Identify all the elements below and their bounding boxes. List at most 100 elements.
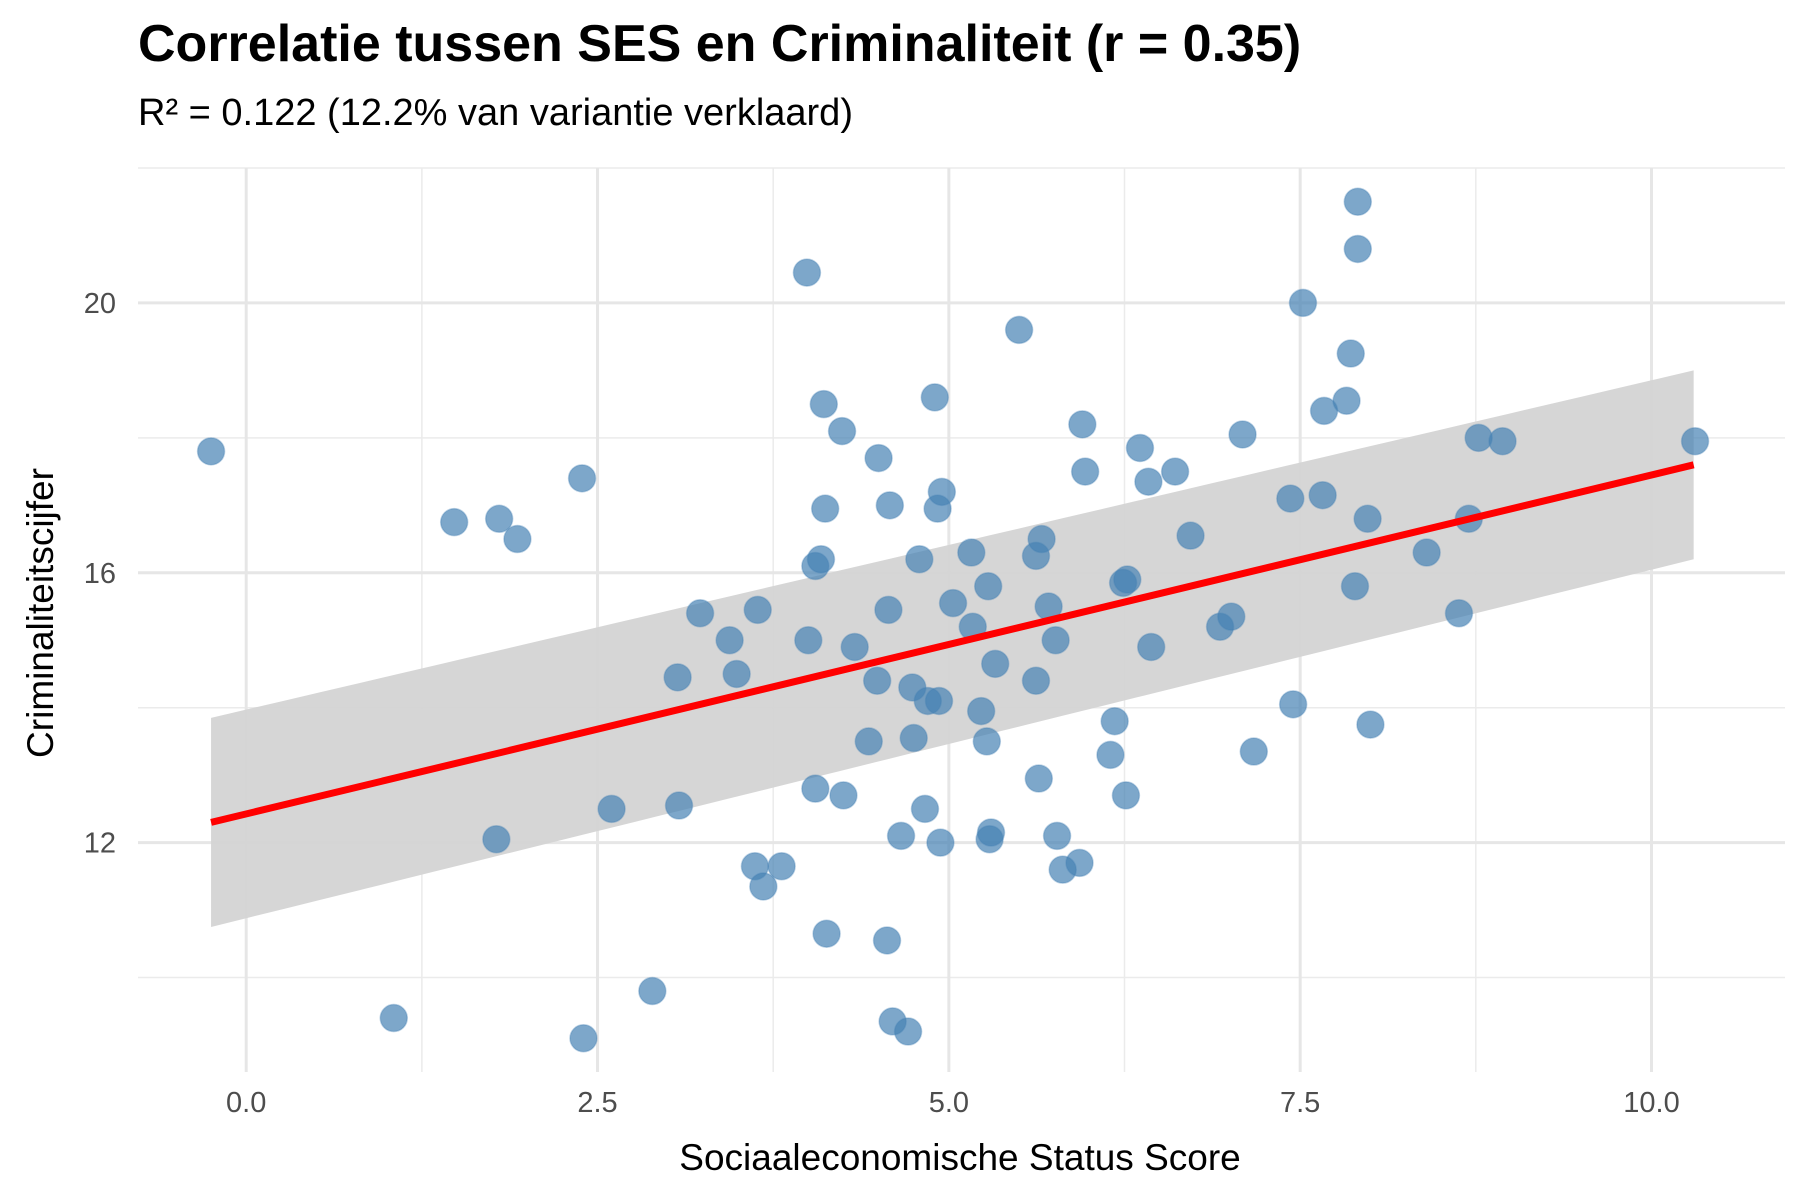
data-point [1412, 538, 1441, 567]
data-point [874, 595, 903, 625]
data-point [1464, 423, 1493, 453]
data-point [1343, 187, 1373, 216]
y-axis-ticks: 12 16 20 [84, 288, 116, 860]
data-point [1680, 426, 1710, 456]
data-point [1353, 504, 1382, 534]
data-point [1336, 339, 1366, 368]
data-point [1027, 524, 1056, 554]
x-tick-label: 5.0 [929, 1087, 969, 1119]
data-point [503, 524, 532, 554]
data-point [439, 507, 469, 537]
y-axis-title: Criminaliteitscijfer [20, 468, 61, 758]
x-tick-label: 2.5 [577, 1087, 617, 1119]
data-point [905, 545, 934, 574]
trend-line-layer [210, 461, 1695, 826]
data-point [1444, 599, 1474, 628]
confidence-band-layer [211, 370, 1694, 927]
y-tick-label: 16 [84, 558, 116, 590]
data-point [1134, 467, 1163, 496]
data-point [1276, 484, 1305, 513]
data-point [886, 821, 916, 851]
data-point [875, 491, 905, 520]
data-point [827, 416, 857, 446]
data-point [484, 504, 514, 534]
data-point [924, 686, 954, 716]
data-point [1160, 457, 1190, 486]
data-point [862, 666, 892, 695]
data-point [569, 1024, 598, 1053]
data-point [1309, 396, 1339, 426]
chart-title: Correlatie tussen SES en Criminaliteit (… [138, 15, 1302, 73]
data-point [1096, 740, 1125, 770]
data-point [1278, 690, 1308, 719]
data-point [957, 538, 986, 567]
data-point [567, 464, 597, 493]
data-point [1125, 433, 1155, 463]
data-point [1288, 288, 1318, 318]
data-point [1111, 781, 1141, 810]
data-point [840, 632, 869, 662]
data-point [1239, 737, 1269, 766]
y-tick-label: 20 [84, 288, 116, 320]
data-point [1308, 480, 1337, 510]
data-point [1136, 632, 1166, 662]
data-point [1488, 426, 1517, 456]
data-point [854, 727, 884, 756]
data-point [1065, 848, 1094, 878]
data-point [1343, 234, 1373, 264]
data-point [196, 437, 226, 466]
data-point [1217, 602, 1246, 631]
data-point [980, 649, 1010, 679]
x-axis-title: Sociaaleconomische Status Score [679, 1137, 1240, 1178]
data-point [812, 919, 841, 948]
trend-line [210, 461, 1695, 826]
data-point [806, 545, 836, 574]
data-point [685, 599, 715, 628]
x-tick-label: 7.5 [1280, 1087, 1320, 1119]
data-point [767, 851, 796, 881]
data-point [966, 696, 996, 726]
data-point [899, 723, 928, 753]
data-point [927, 477, 957, 507]
data-point [864, 443, 893, 473]
y-tick-label: 12 [84, 828, 116, 860]
data-point [794, 625, 823, 655]
data-point [910, 794, 940, 824]
data-point [1021, 666, 1051, 695]
data-point [1356, 710, 1385, 739]
data-point [722, 659, 751, 689]
data-point [1332, 386, 1361, 415]
data-point [1070, 457, 1100, 486]
data-point [663, 663, 692, 692]
x-tick-label: 0.0 [226, 1087, 266, 1119]
data-point [1042, 821, 1072, 851]
data-point [1113, 565, 1142, 594]
data-point [1340, 572, 1370, 601]
data-point [792, 258, 822, 287]
x-tick-label: 10.0 [1623, 1087, 1679, 1119]
data-point [715, 625, 744, 655]
data-point [801, 774, 830, 803]
chart-subtitle: R² = 0.122 (12.2% van variantie verklaar… [138, 92, 853, 134]
x-axis-ticks: 0.0 2.5 5.0 7.5 10.0 [226, 1087, 1680, 1119]
data-point [1004, 315, 1034, 345]
data-point [810, 494, 840, 523]
data-point [920, 383, 950, 412]
data-point [973, 572, 1003, 601]
data-point [664, 791, 694, 820]
data-point [1068, 410, 1097, 439]
data-point [938, 588, 968, 618]
data-point [926, 828, 955, 857]
confidence-band [211, 370, 1694, 927]
data-point [809, 389, 839, 419]
data-point [597, 794, 626, 824]
data-point [976, 818, 1006, 847]
data-point [1176, 521, 1205, 550]
data-point [749, 872, 778, 901]
data-point [379, 1003, 409, 1033]
data-point [1041, 625, 1070, 655]
data-point [1228, 420, 1257, 449]
data-point [893, 1017, 923, 1046]
data-point [638, 976, 667, 1006]
